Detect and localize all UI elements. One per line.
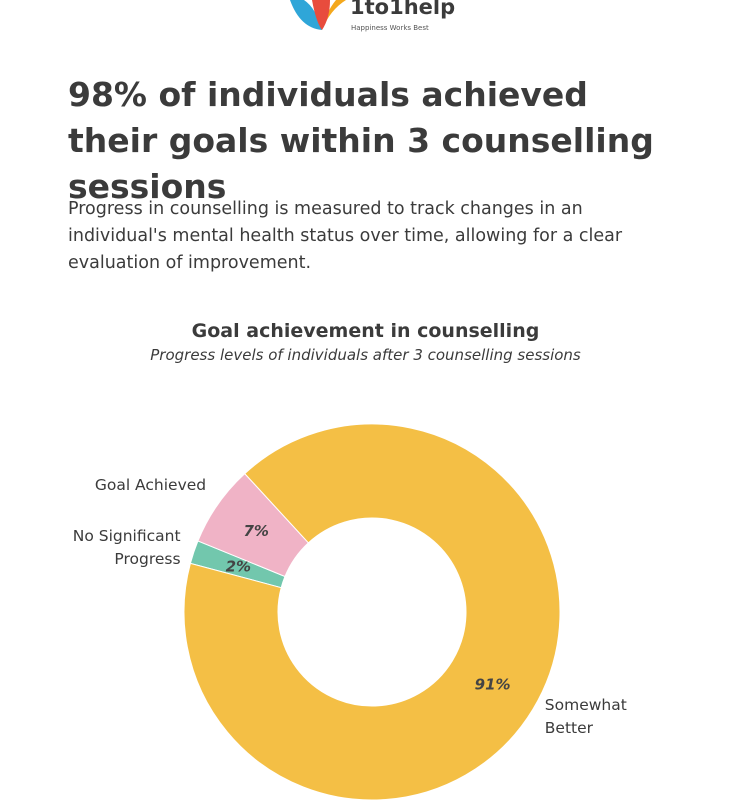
chart-title: Goal achievement in counselling — [191, 320, 540, 342]
value-label: 2% — [226, 558, 251, 576]
tagline: Happiness Works Best — [351, 24, 429, 32]
category-label: Goal Achieved — [94, 475, 207, 494]
donut-slice — [183, 423, 561, 801]
category-label: No Significant Progress — [72, 526, 181, 568]
value-label: 91% — [475, 676, 511, 694]
value-label: 7% — [243, 522, 268, 540]
category-label: Somewhat Better — [544, 695, 627, 737]
donut: 2% 7% 91% — [183, 423, 561, 801]
description: Progress in counselling is measured to t… — [68, 199, 623, 273]
chart-subtitle: Progress levels of individuals after 3 c… — [150, 346, 581, 364]
headline: 98% of individuals achieved their goals … — [68, 75, 654, 206]
logo-mark — [290, 0, 346, 30]
logo: 1to1help — [350, 0, 455, 19]
